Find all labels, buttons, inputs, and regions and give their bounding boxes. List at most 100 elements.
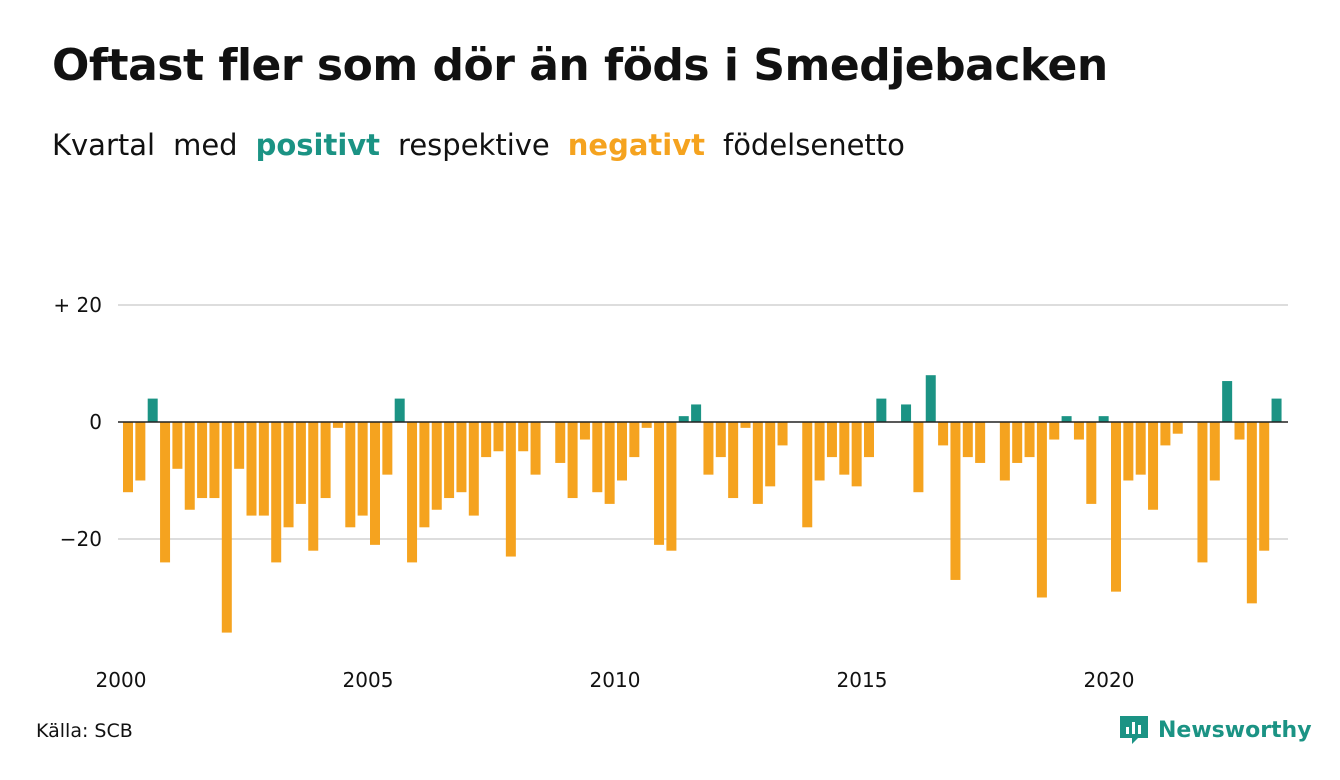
positive-bar xyxy=(678,416,689,422)
negative-bar xyxy=(431,422,442,510)
negative-bar xyxy=(579,422,590,440)
negative-bar xyxy=(999,422,1010,481)
negative-bar xyxy=(258,422,269,516)
negative-bar xyxy=(221,422,232,633)
subtitle-word: respektive xyxy=(398,128,550,162)
negative-bar xyxy=(555,422,566,463)
chart-title: Oftast fler som dör än föds i Smedjeback… xyxy=(52,40,1108,91)
negative-bar xyxy=(1012,422,1023,463)
negative-bar xyxy=(1259,422,1270,551)
negative-bar xyxy=(493,422,504,452)
negative-bar xyxy=(209,422,220,499)
negative-bar xyxy=(1209,422,1220,481)
positive-bar xyxy=(691,404,702,422)
negative-bar xyxy=(617,422,627,481)
negative-bar xyxy=(567,422,578,499)
negative-bar xyxy=(752,422,763,504)
negative-bar xyxy=(444,422,455,499)
negative-bar xyxy=(419,422,430,528)
positive-bar xyxy=(925,375,936,422)
negative-bar xyxy=(913,422,924,493)
negative-bar xyxy=(826,422,837,458)
negative-bar xyxy=(505,422,516,557)
negative-bar xyxy=(1160,422,1171,446)
negative-bar xyxy=(814,422,825,481)
negative-bar xyxy=(950,422,961,580)
negative-bar xyxy=(604,422,615,504)
negative-bar xyxy=(234,422,245,469)
negative-bar xyxy=(962,422,973,458)
negative-bar xyxy=(197,422,208,499)
negative-bar xyxy=(777,422,788,446)
negative-bar xyxy=(938,422,949,446)
negative-bar xyxy=(715,422,726,458)
subtitle-negative-label: negativt xyxy=(567,128,705,162)
negative-bar xyxy=(332,422,343,428)
negative-bar xyxy=(592,422,603,493)
subtitle-word: Kvartal xyxy=(52,128,156,162)
subtitle-word: födelsenetto xyxy=(722,128,905,162)
subtitle-word: med xyxy=(173,128,238,162)
negative-bar xyxy=(135,422,146,481)
negative-bar xyxy=(728,422,739,499)
negative-bar xyxy=(407,422,418,563)
negative-bar xyxy=(1036,422,1047,598)
x-tick-label: 2015 xyxy=(837,668,888,692)
x-tick-label: 2010 xyxy=(590,668,641,692)
negative-bar xyxy=(1246,422,1257,604)
negative-bar xyxy=(1234,422,1245,440)
negative-bar xyxy=(765,422,776,487)
negative-bar xyxy=(518,422,529,452)
source-note: Källa: SCB xyxy=(36,720,133,742)
y-tick-label: 0 xyxy=(89,410,102,434)
negative-bar xyxy=(1172,422,1183,434)
newsworthy-logo-icon xyxy=(1120,716,1148,744)
negative-bar xyxy=(641,422,652,428)
negative-bar xyxy=(271,422,282,563)
negative-bar xyxy=(1073,422,1084,440)
x-tick-label: 2000 xyxy=(96,668,147,692)
x-tick-label: 2020 xyxy=(1084,668,1135,692)
negative-bar xyxy=(740,422,751,428)
negative-bar xyxy=(1086,422,1097,504)
y-tick-label: −20 xyxy=(60,527,102,551)
logo-text: Newsworthy xyxy=(1158,717,1312,743)
negative-bar xyxy=(666,422,677,551)
negative-bar xyxy=(654,422,665,545)
y-tick-label: + 20 xyxy=(53,293,102,317)
negative-bar xyxy=(530,422,541,475)
positive-bar xyxy=(876,398,887,422)
negative-bar xyxy=(481,422,492,458)
negative-bar xyxy=(1111,422,1121,592)
negative-bar xyxy=(246,422,257,516)
x-tick-label: 2005 xyxy=(343,668,394,692)
negative-bar xyxy=(123,422,133,493)
negative-bar xyxy=(629,422,640,458)
negative-bar xyxy=(184,422,195,510)
positive-bar xyxy=(147,398,158,422)
chart-subtitle: Kvartal med positivt respektive negativt föde… xyxy=(52,128,923,162)
negative-bar xyxy=(703,422,714,475)
negative-bar xyxy=(1148,422,1159,510)
negative-bar xyxy=(1024,422,1035,458)
negative-bar xyxy=(382,422,393,475)
negative-bar xyxy=(468,422,479,516)
negative-bar xyxy=(370,422,380,545)
negative-bar xyxy=(357,422,368,516)
negative-bar xyxy=(864,422,874,458)
negative-bar xyxy=(320,422,331,499)
negative-bar xyxy=(851,422,862,487)
negative-bar xyxy=(1123,422,1134,481)
negative-bar xyxy=(1049,422,1060,440)
negative-bar xyxy=(1135,422,1146,475)
negative-bar xyxy=(975,422,986,463)
negative-bar xyxy=(295,422,306,504)
positive-bar xyxy=(901,404,912,422)
subtitle-positive-label: positivt xyxy=(255,128,381,162)
positive-bar xyxy=(1098,416,1109,422)
negative-bar xyxy=(345,422,356,528)
negative-bar xyxy=(172,422,183,469)
positive-bar xyxy=(1222,381,1233,422)
negative-bar xyxy=(308,422,319,551)
